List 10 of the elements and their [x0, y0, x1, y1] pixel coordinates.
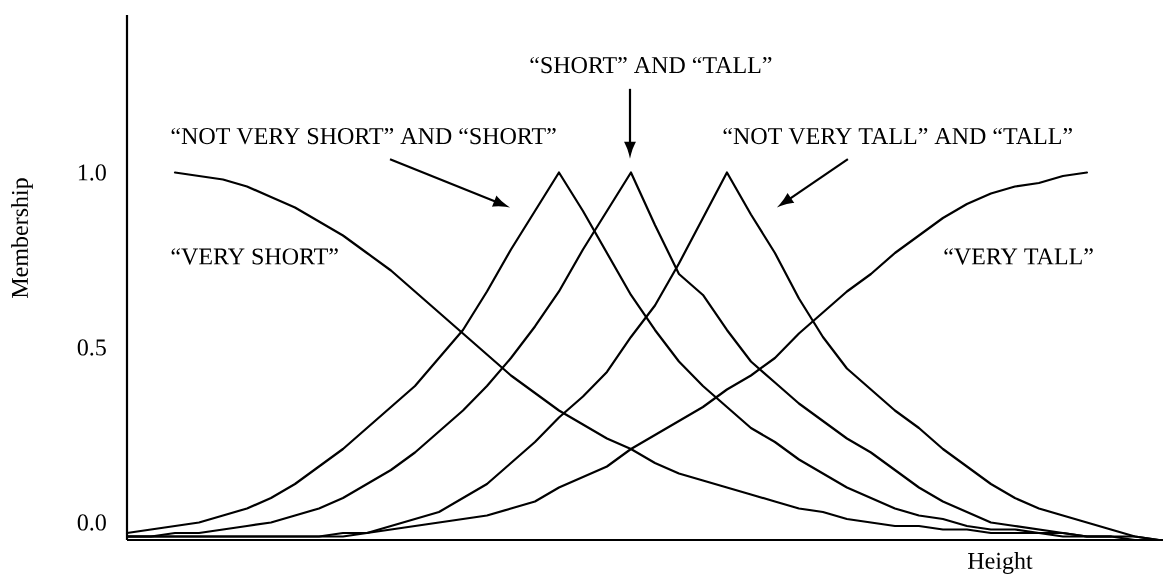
y-tick-label: 0.0 — [77, 514, 106, 531]
series-label: “VERY TALL” — [944, 248, 1093, 265]
annotation: “SHORT” AND “TALL” — [530, 56, 772, 74]
y-axis-title: Membership — [11, 178, 33, 298]
y-tick-label: 0.5 — [77, 339, 106, 356]
series-label: “NOT VERY SHORT” AND “SHORT” — [171, 127, 556, 145]
x-axis-title: Height — [968, 552, 1033, 574]
series-label: “VERY SHORT” — [171, 248, 338, 265]
y-tick-label: 1.0 — [78, 164, 106, 181]
series-label: “NOT VERY TALL” AND “TALL” — [723, 127, 1072, 145]
